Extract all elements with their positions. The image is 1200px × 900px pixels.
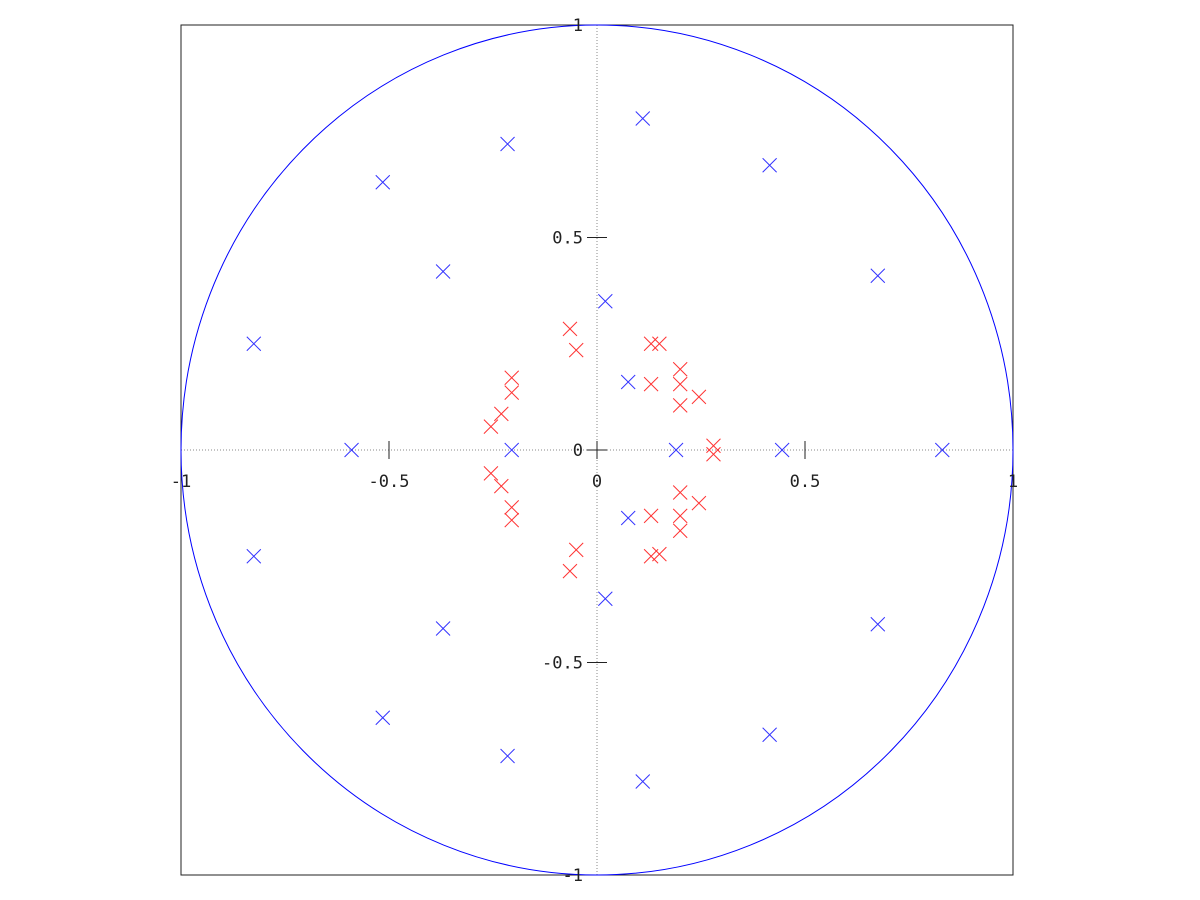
data-point-x-marker [246,548,262,564]
data-point-x-marker [504,385,520,400]
data-point-x-marker [643,508,659,524]
data-point-x-marker [706,438,721,454]
data-point-x-marker [668,442,684,458]
unit-circle [180,24,1014,876]
data-point-x-marker [635,111,651,126]
data-point-x-marker [435,621,451,636]
data-point-x-marker [870,616,886,632]
data-marks [246,111,950,789]
data-point-x-marker [672,376,688,392]
data-point-x-marker [762,157,777,173]
data-point-x-marker [635,774,651,789]
data-point-x-marker [562,321,578,337]
data-point-x-marker [672,398,688,413]
data-point-x-marker [504,442,520,458]
zero-lines [181,25,1013,875]
data-point-x-marker [246,336,262,352]
data-point-x-marker [493,478,509,494]
x-tick-label: 0 [592,472,602,492]
y-tick-label: -0.5 [542,654,583,674]
data-point-x-marker [504,500,520,515]
data-point-x-marker [568,342,584,358]
data-point-x-marker [483,466,499,481]
data-point-x-marker [643,336,659,352]
data-point-x-marker [375,174,391,190]
y-tick-label: 0 [573,441,583,461]
y-tick-label: 1 [573,16,583,36]
data-point-x-marker [504,512,520,528]
data-point-x-marker [597,591,613,607]
x-tick-label: -0.5 [369,472,410,492]
data-point-x-marker [597,293,613,309]
data-point-x-marker [672,523,688,539]
data-point-x-marker [934,442,950,458]
data-point-x-marker [435,264,451,279]
data-point-x-marker [774,442,790,458]
data-point-x-marker [643,376,659,392]
data-point-x-marker [762,727,777,743]
x-tick-label: 0.5 [790,472,821,492]
axis-ticks: -1 -0.5 0 0.5 1 1 0.5 0 -0.5 -1 [171,16,1018,886]
data-point-x-marker [870,268,886,284]
data-point-x-marker [568,542,584,558]
data-point-x-marker [500,136,515,152]
data-point-x-marker [504,370,520,386]
data-point-x-marker [562,563,578,579]
data-point-x-marker [672,485,688,500]
data-point-x-marker [620,374,636,390]
data-point-x-marker [483,419,499,434]
data-point-x-marker [620,510,636,526]
data-point-x-marker [706,446,721,462]
data-point-x-marker [691,389,707,405]
data-point-x-marker [691,495,707,511]
data-point-x-marker [643,548,659,564]
data-point-x-marker [672,508,688,524]
y-tick-label: 0.5 [552,229,583,249]
data-point-x-marker [652,336,667,352]
data-point-x-marker [652,546,667,562]
data-point-x-marker [672,361,688,377]
y-tick-label: -1 [563,866,583,886]
data-point-x-marker [500,748,515,764]
unit-circle-layer [180,24,1014,876]
data-point-x-marker [344,442,359,458]
x-tick-label: -1 [171,472,191,492]
data-point-x-marker [375,710,391,726]
data-point-x-marker [493,406,509,422]
x-tick-label: 1 [1008,472,1018,492]
